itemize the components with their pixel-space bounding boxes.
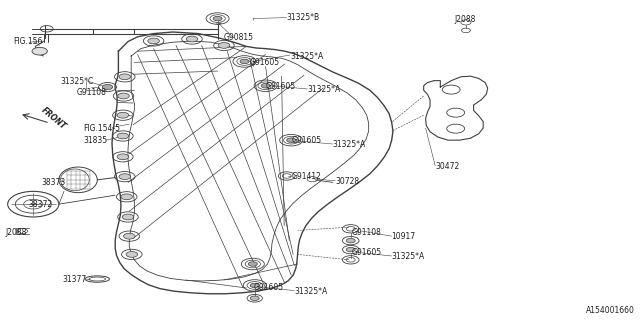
Circle shape bbox=[124, 233, 135, 239]
Text: 31377: 31377 bbox=[63, 275, 87, 284]
Circle shape bbox=[121, 194, 132, 200]
Circle shape bbox=[117, 112, 129, 118]
Text: 30472: 30472 bbox=[435, 162, 460, 171]
Circle shape bbox=[148, 38, 159, 44]
Circle shape bbox=[240, 59, 249, 64]
Circle shape bbox=[250, 296, 259, 300]
Circle shape bbox=[287, 138, 296, 142]
Circle shape bbox=[248, 262, 257, 266]
Text: A154001660: A154001660 bbox=[586, 306, 635, 315]
Circle shape bbox=[186, 36, 198, 42]
Text: G91108: G91108 bbox=[77, 88, 107, 97]
Text: 31325*A: 31325*A bbox=[333, 140, 366, 149]
Text: 31325*A: 31325*A bbox=[294, 287, 328, 296]
Circle shape bbox=[119, 174, 131, 180]
Circle shape bbox=[122, 214, 134, 220]
Circle shape bbox=[32, 47, 47, 55]
Text: G90815: G90815 bbox=[224, 33, 254, 42]
Text: G91605: G91605 bbox=[250, 58, 280, 67]
Circle shape bbox=[213, 16, 222, 21]
Circle shape bbox=[119, 74, 131, 80]
Text: G91605: G91605 bbox=[254, 283, 284, 292]
Circle shape bbox=[117, 154, 129, 160]
Text: FIG.156: FIG.156 bbox=[13, 37, 42, 46]
Text: 31325*B: 31325*B bbox=[287, 13, 320, 22]
Circle shape bbox=[218, 43, 230, 48]
Text: 31835: 31835 bbox=[83, 136, 108, 145]
Text: G91605: G91605 bbox=[352, 248, 382, 257]
Circle shape bbox=[261, 84, 270, 88]
Circle shape bbox=[126, 252, 138, 257]
Text: J2088: J2088 bbox=[454, 15, 476, 24]
Text: FIG.154-5: FIG.154-5 bbox=[83, 124, 120, 132]
Text: 38373: 38373 bbox=[42, 178, 66, 187]
Circle shape bbox=[250, 283, 259, 288]
Text: 31325*C: 31325*C bbox=[61, 77, 94, 86]
Text: 38372: 38372 bbox=[29, 200, 53, 209]
Text: 10917: 10917 bbox=[392, 232, 416, 241]
Circle shape bbox=[117, 133, 129, 139]
Text: FRONT: FRONT bbox=[40, 106, 68, 131]
Text: G91605: G91605 bbox=[266, 82, 296, 91]
Text: 31325*A: 31325*A bbox=[307, 85, 340, 94]
Text: 31325*A: 31325*A bbox=[290, 52, 323, 60]
Circle shape bbox=[346, 238, 355, 243]
Text: G91412: G91412 bbox=[291, 172, 321, 181]
Circle shape bbox=[102, 84, 113, 90]
Text: G91108: G91108 bbox=[352, 228, 382, 237]
Circle shape bbox=[118, 93, 129, 99]
Text: G91605: G91605 bbox=[291, 136, 321, 145]
Text: 30728: 30728 bbox=[335, 177, 360, 186]
Text: J2088: J2088 bbox=[5, 228, 26, 237]
Text: 31325*A: 31325*A bbox=[392, 252, 425, 261]
Circle shape bbox=[346, 247, 355, 252]
